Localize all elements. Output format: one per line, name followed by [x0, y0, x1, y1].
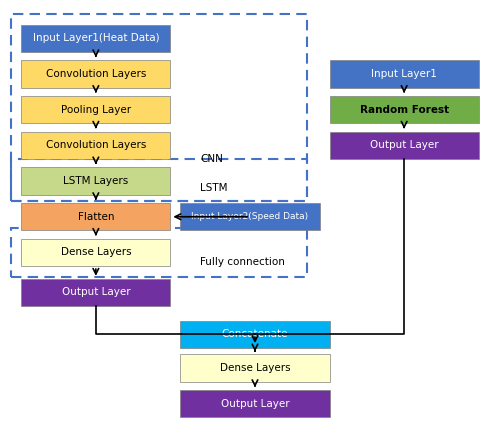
FancyBboxPatch shape [22, 279, 171, 306]
Text: LSTM Layers: LSTM Layers [63, 176, 128, 186]
FancyBboxPatch shape [22, 25, 171, 52]
Text: Output Layer: Output Layer [62, 287, 130, 297]
FancyBboxPatch shape [22, 239, 171, 266]
Text: Fully connection: Fully connection [200, 257, 285, 267]
Text: Random Forest: Random Forest [360, 104, 448, 115]
Text: Convolution Layers: Convolution Layers [46, 69, 146, 79]
FancyBboxPatch shape [330, 60, 478, 88]
FancyBboxPatch shape [180, 321, 330, 348]
FancyBboxPatch shape [22, 168, 171, 195]
FancyBboxPatch shape [330, 96, 478, 123]
Text: Output Layer: Output Layer [370, 140, 438, 150]
Text: Input Layer2(Speed Data): Input Layer2(Speed Data) [192, 212, 308, 221]
Text: Dense Layers: Dense Layers [220, 363, 290, 373]
Text: Pooling Layer: Pooling Layer [61, 104, 131, 115]
FancyBboxPatch shape [22, 203, 171, 231]
FancyBboxPatch shape [180, 354, 330, 382]
FancyBboxPatch shape [180, 203, 320, 231]
FancyBboxPatch shape [22, 132, 171, 159]
FancyBboxPatch shape [180, 390, 330, 418]
Text: Input Layer1(Heat Data): Input Layer1(Heat Data) [32, 33, 159, 43]
Text: Input Layer1: Input Layer1 [371, 69, 437, 79]
Text: Dense Layers: Dense Layers [60, 247, 131, 258]
Text: Flatten: Flatten [78, 212, 114, 222]
Text: Output Layer: Output Layer [220, 399, 290, 409]
FancyBboxPatch shape [22, 60, 171, 88]
FancyBboxPatch shape [330, 132, 478, 159]
FancyBboxPatch shape [22, 96, 171, 123]
Text: CNN: CNN [200, 154, 223, 164]
Text: Convolution Layers: Convolution Layers [46, 140, 146, 150]
Text: Concatenate: Concatenate [222, 330, 288, 339]
Text: LSTM: LSTM [200, 184, 228, 193]
